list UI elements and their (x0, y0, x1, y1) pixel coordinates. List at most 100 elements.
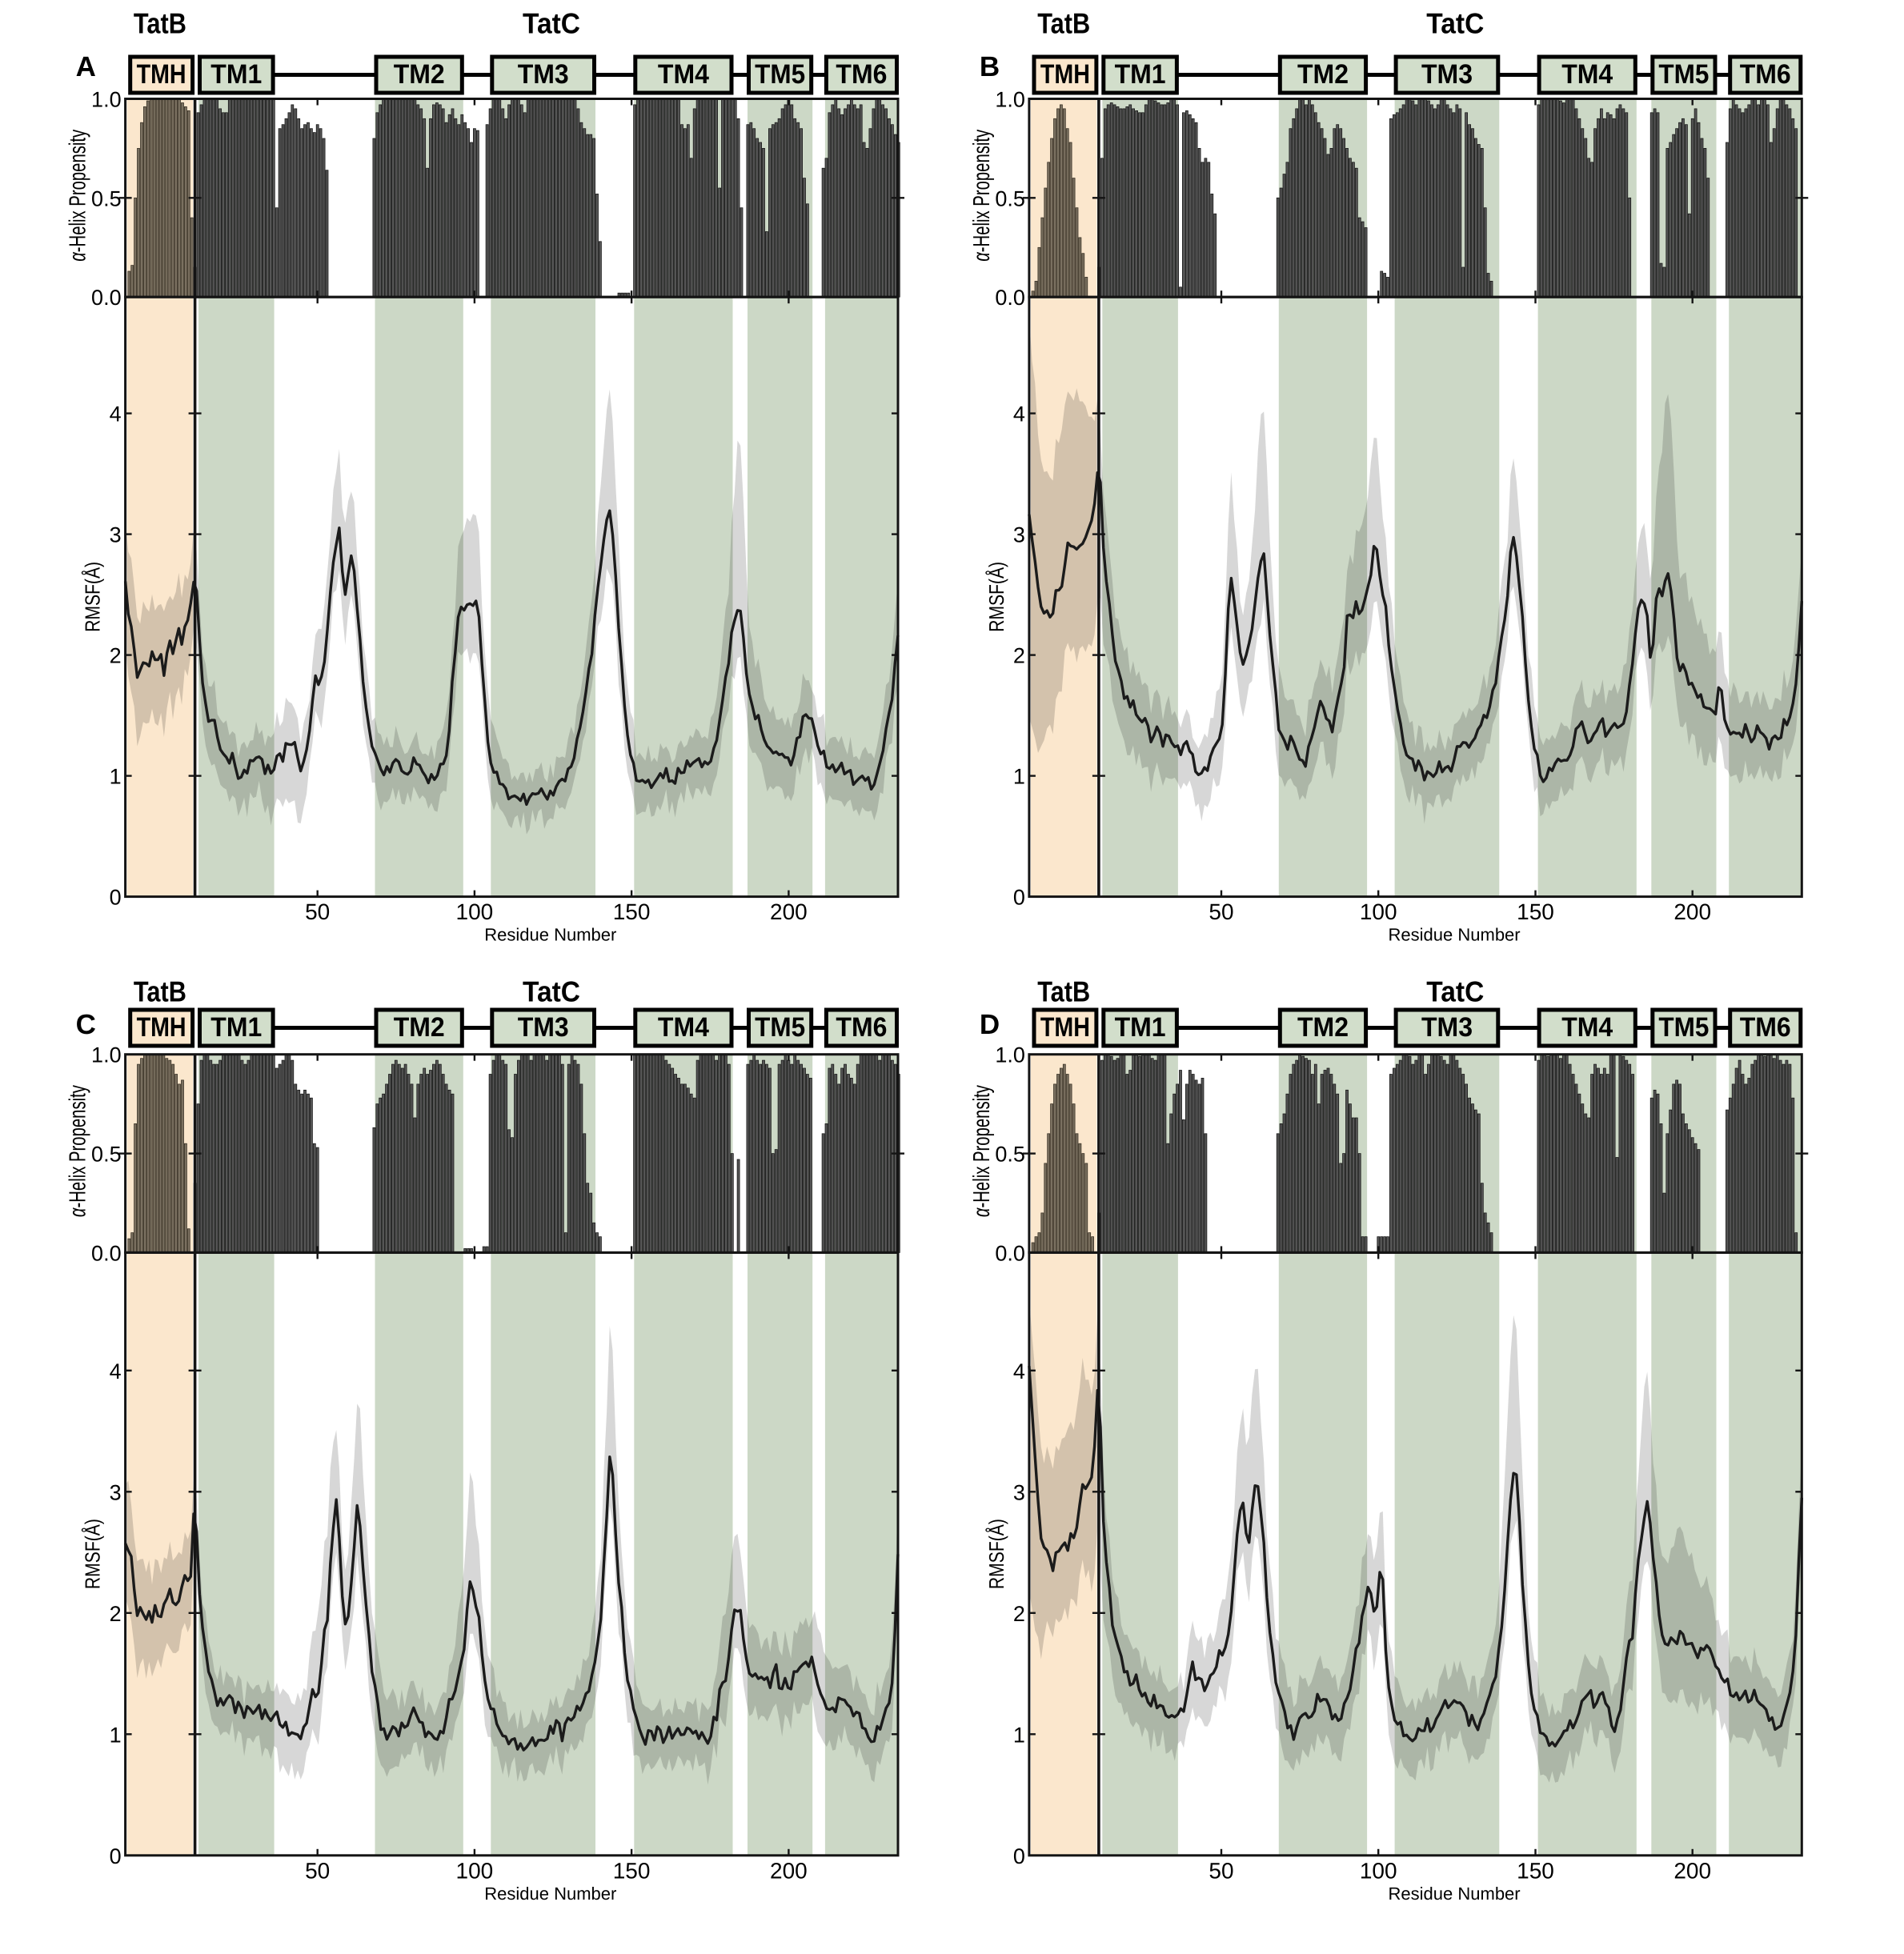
svg-text:100: 100 (456, 1858, 494, 1883)
svg-text:3: 3 (110, 523, 122, 547)
svg-text:0.5: 0.5 (995, 186, 1025, 210)
svg-text:Residue Number: Residue Number (1389, 925, 1521, 945)
svg-text:200: 200 (1674, 1858, 1711, 1883)
svg-text:TM5: TM5 (1658, 59, 1709, 90)
svg-text:TM3: TM3 (1421, 1012, 1473, 1043)
svg-text:TatC: TatC (523, 7, 580, 40)
svg-text:α-Helix Propensity: α-Helix Propensity (969, 1085, 995, 1217)
svg-text:100: 100 (456, 899, 494, 924)
svg-text:Residue Number: Residue Number (1389, 1884, 1521, 1904)
svg-text:50: 50 (1209, 1858, 1233, 1883)
svg-text:TatB: TatB (1037, 7, 1090, 40)
svg-text:RMSF(Å): RMSF(Å) (984, 562, 1008, 632)
svg-text:C: C (76, 1009, 96, 1040)
svg-text:TM5: TM5 (755, 59, 805, 90)
svg-text:B: B (980, 51, 1000, 82)
svg-text:TatB: TatB (1037, 975, 1090, 1008)
svg-text:1: 1 (1013, 765, 1025, 789)
svg-text:0: 0 (1013, 1844, 1025, 1868)
svg-text:0: 0 (1013, 886, 1025, 910)
svg-text:D: D (980, 1009, 1000, 1040)
svg-text:100: 100 (1360, 1858, 1397, 1883)
svg-text:TM4: TM4 (658, 59, 709, 90)
svg-text:2: 2 (110, 1602, 122, 1626)
svg-text:1.0: 1.0 (91, 88, 122, 112)
svg-text:α-Helix Propensity: α-Helix Propensity (969, 129, 995, 261)
svg-text:TatC: TatC (1426, 975, 1484, 1008)
svg-text:TM2: TM2 (394, 59, 445, 90)
svg-text:RMSF(Å): RMSF(Å) (81, 562, 105, 632)
svg-text:TM6: TM6 (1740, 1012, 1791, 1043)
svg-text:TM5: TM5 (1658, 1012, 1709, 1043)
svg-text:TM3: TM3 (1421, 59, 1473, 90)
svg-text:1.0: 1.0 (91, 1043, 122, 1067)
svg-text:0.5: 0.5 (91, 1143, 122, 1167)
svg-text:200: 200 (770, 1858, 808, 1883)
svg-text:0.0: 0.0 (91, 286, 122, 310)
svg-text:TM6: TM6 (836, 1012, 887, 1043)
svg-text:1: 1 (110, 1723, 122, 1747)
svg-text:150: 150 (613, 1858, 651, 1883)
svg-text:150: 150 (613, 899, 651, 924)
svg-text:TM3: TM3 (518, 59, 569, 90)
svg-text:TMH: TMH (137, 59, 186, 90)
svg-text:TM6: TM6 (836, 59, 887, 90)
svg-text:TM4: TM4 (658, 1012, 709, 1043)
svg-text:TM2: TM2 (1297, 1012, 1349, 1043)
svg-text:0.5: 0.5 (995, 1143, 1025, 1167)
svg-text:0.5: 0.5 (91, 186, 122, 210)
svg-text:TM3: TM3 (518, 1012, 569, 1043)
svg-text:α-Helix Propensity: α-Helix Propensity (66, 1085, 91, 1217)
svg-text:0: 0 (110, 1844, 122, 1868)
svg-text:3: 3 (1013, 523, 1025, 547)
svg-text:TatC: TatC (1426, 7, 1484, 40)
svg-text:TM2: TM2 (394, 1012, 445, 1043)
svg-text:TMH: TMH (1040, 1012, 1090, 1043)
svg-text:1: 1 (110, 765, 122, 789)
svg-text:RMSF(Å): RMSF(Å) (81, 1519, 105, 1589)
svg-text:TatC: TatC (523, 975, 580, 1008)
svg-text:50: 50 (1209, 899, 1233, 924)
svg-text:0.0: 0.0 (91, 1241, 122, 1265)
svg-text:TM1: TM1 (210, 59, 262, 90)
svg-text:TM4: TM4 (1561, 59, 1613, 90)
svg-text:RMSF(Å): RMSF(Å) (984, 1519, 1008, 1589)
svg-text:2: 2 (1013, 644, 1025, 668)
svg-text:TMH: TMH (137, 1012, 186, 1043)
svg-text:A: A (76, 51, 96, 82)
svg-text:1.0: 1.0 (995, 88, 1025, 112)
svg-text:Residue Number: Residue Number (484, 1884, 616, 1904)
svg-text:TM1: TM1 (1115, 59, 1166, 90)
svg-text:α-Helix Propensity: α-Helix Propensity (66, 129, 91, 261)
svg-text:1.0: 1.0 (995, 1043, 1025, 1067)
svg-text:4: 4 (110, 1359, 122, 1383)
svg-text:150: 150 (1517, 1858, 1554, 1883)
svg-text:1: 1 (1013, 1723, 1025, 1747)
svg-text:TatB: TatB (134, 975, 186, 1008)
svg-text:4: 4 (1013, 402, 1025, 426)
svg-text:0.0: 0.0 (995, 1241, 1025, 1265)
svg-text:TM4: TM4 (1561, 1012, 1613, 1043)
svg-text:50: 50 (305, 1858, 330, 1883)
svg-text:3: 3 (110, 1480, 122, 1504)
svg-text:TM2: TM2 (1297, 59, 1349, 90)
svg-text:Residue Number: Residue Number (484, 925, 616, 945)
svg-text:TatB: TatB (134, 7, 186, 40)
svg-text:0.0: 0.0 (995, 286, 1025, 310)
svg-text:0: 0 (110, 886, 122, 910)
svg-text:4: 4 (1013, 1359, 1025, 1383)
svg-text:TM1: TM1 (210, 1012, 262, 1043)
svg-text:TMH: TMH (1040, 59, 1090, 90)
svg-text:200: 200 (770, 899, 808, 924)
svg-text:50: 50 (305, 899, 330, 924)
svg-text:200: 200 (1674, 899, 1711, 924)
svg-text:100: 100 (1360, 899, 1397, 924)
svg-text:TM5: TM5 (755, 1012, 805, 1043)
svg-text:TM1: TM1 (1115, 1012, 1166, 1043)
svg-text:TM6: TM6 (1740, 59, 1791, 90)
svg-text:2: 2 (110, 644, 122, 668)
svg-text:150: 150 (1517, 899, 1554, 924)
svg-text:3: 3 (1013, 1480, 1025, 1504)
svg-text:2: 2 (1013, 1602, 1025, 1626)
svg-text:4: 4 (110, 402, 122, 426)
